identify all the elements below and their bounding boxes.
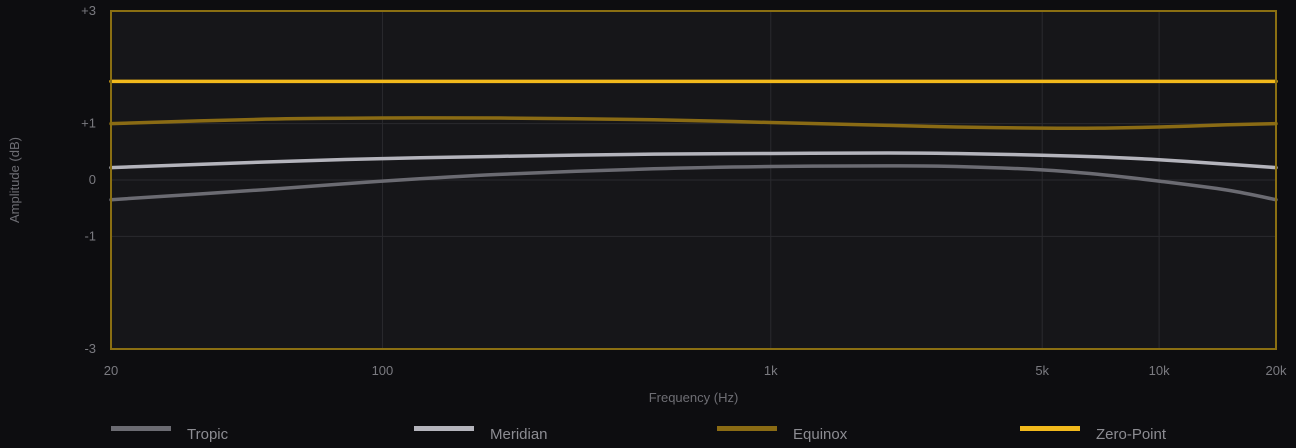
legend-label: Zero-Point xyxy=(1096,426,1167,443)
legend-swatch xyxy=(111,426,171,431)
plot-frame xyxy=(110,10,1277,350)
x-tick-label: 10k xyxy=(1149,363,1170,378)
legend-label: Meridian xyxy=(490,426,548,443)
series-lines xyxy=(109,79,1278,202)
legend-swatch xyxy=(1020,426,1080,431)
x-tick-label: 20 xyxy=(104,363,118,378)
x-axis-title: Frequency (Hz) xyxy=(649,390,739,405)
y-axis-ticks: +3 +1 0 -1 -3 xyxy=(81,3,96,356)
series-line-tropic xyxy=(109,164,1278,202)
y-tick-label: -3 xyxy=(84,341,96,356)
x-tick-label: 5k xyxy=(1035,363,1049,378)
legend-swatch xyxy=(717,426,777,431)
y-tick-label: 0 xyxy=(89,172,96,187)
series-line-equinox xyxy=(109,116,1278,131)
legend: Tropic Meridian Equinox Zero-Point xyxy=(111,426,1167,443)
y-tick-label: +3 xyxy=(81,3,96,18)
x-axis-ticks: 20 100 1k 5k 10k 20k xyxy=(104,363,1287,378)
legend-label: Equinox xyxy=(793,426,848,443)
x-tick-label: 100 xyxy=(372,363,394,378)
x-tick-label: 20k xyxy=(1266,363,1287,378)
series-line-meridian xyxy=(109,151,1278,170)
x-tick-label: 1k xyxy=(764,363,778,378)
y-tick-label: -1 xyxy=(84,228,96,243)
legend-label: Tropic xyxy=(187,426,229,443)
legend-swatch xyxy=(414,426,474,431)
y-tick-label: +1 xyxy=(81,116,96,131)
y-axis-title: Amplitude (dB) xyxy=(7,137,22,223)
